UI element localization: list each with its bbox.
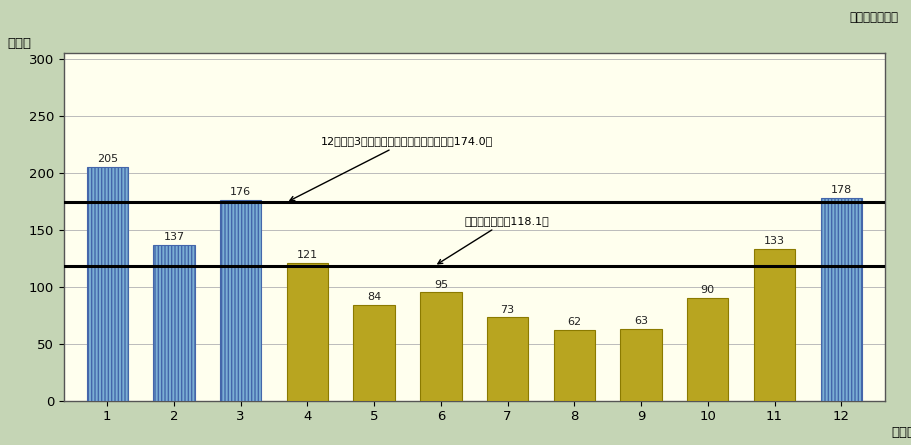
Text: 63: 63 — [633, 316, 648, 326]
Text: （月）: （月） — [890, 425, 911, 438]
Text: （令和３年中）: （令和３年中） — [848, 11, 897, 24]
Bar — [153, 245, 194, 400]
Text: 90: 90 — [700, 285, 714, 295]
Text: 84: 84 — [366, 292, 381, 302]
Text: 95: 95 — [434, 279, 447, 290]
Text: 137: 137 — [163, 232, 184, 242]
Text: 178: 178 — [830, 185, 851, 195]
Bar — [87, 167, 128, 400]
Bar — [619, 329, 661, 400]
Text: 121: 121 — [296, 250, 318, 260]
Text: 12月から3月の火災による死者数の平均：174.0人: 12月から3月の火災による死者数の平均：174.0人 — [290, 136, 493, 201]
Text: 年間の月平均：118.1人: 年間の月平均：118.1人 — [437, 216, 548, 264]
Bar — [486, 317, 527, 400]
Bar — [353, 305, 394, 400]
Text: （人）: （人） — [7, 37, 31, 50]
Text: 62: 62 — [567, 317, 581, 327]
Bar — [553, 330, 594, 400]
Bar — [820, 198, 861, 400]
Bar — [286, 263, 328, 400]
Text: 133: 133 — [763, 236, 784, 246]
Text: 176: 176 — [230, 187, 251, 198]
Bar — [753, 249, 794, 400]
Text: 205: 205 — [97, 154, 118, 164]
Bar — [420, 292, 461, 400]
Text: 73: 73 — [500, 304, 514, 315]
Bar — [220, 200, 261, 400]
Bar — [686, 298, 728, 400]
